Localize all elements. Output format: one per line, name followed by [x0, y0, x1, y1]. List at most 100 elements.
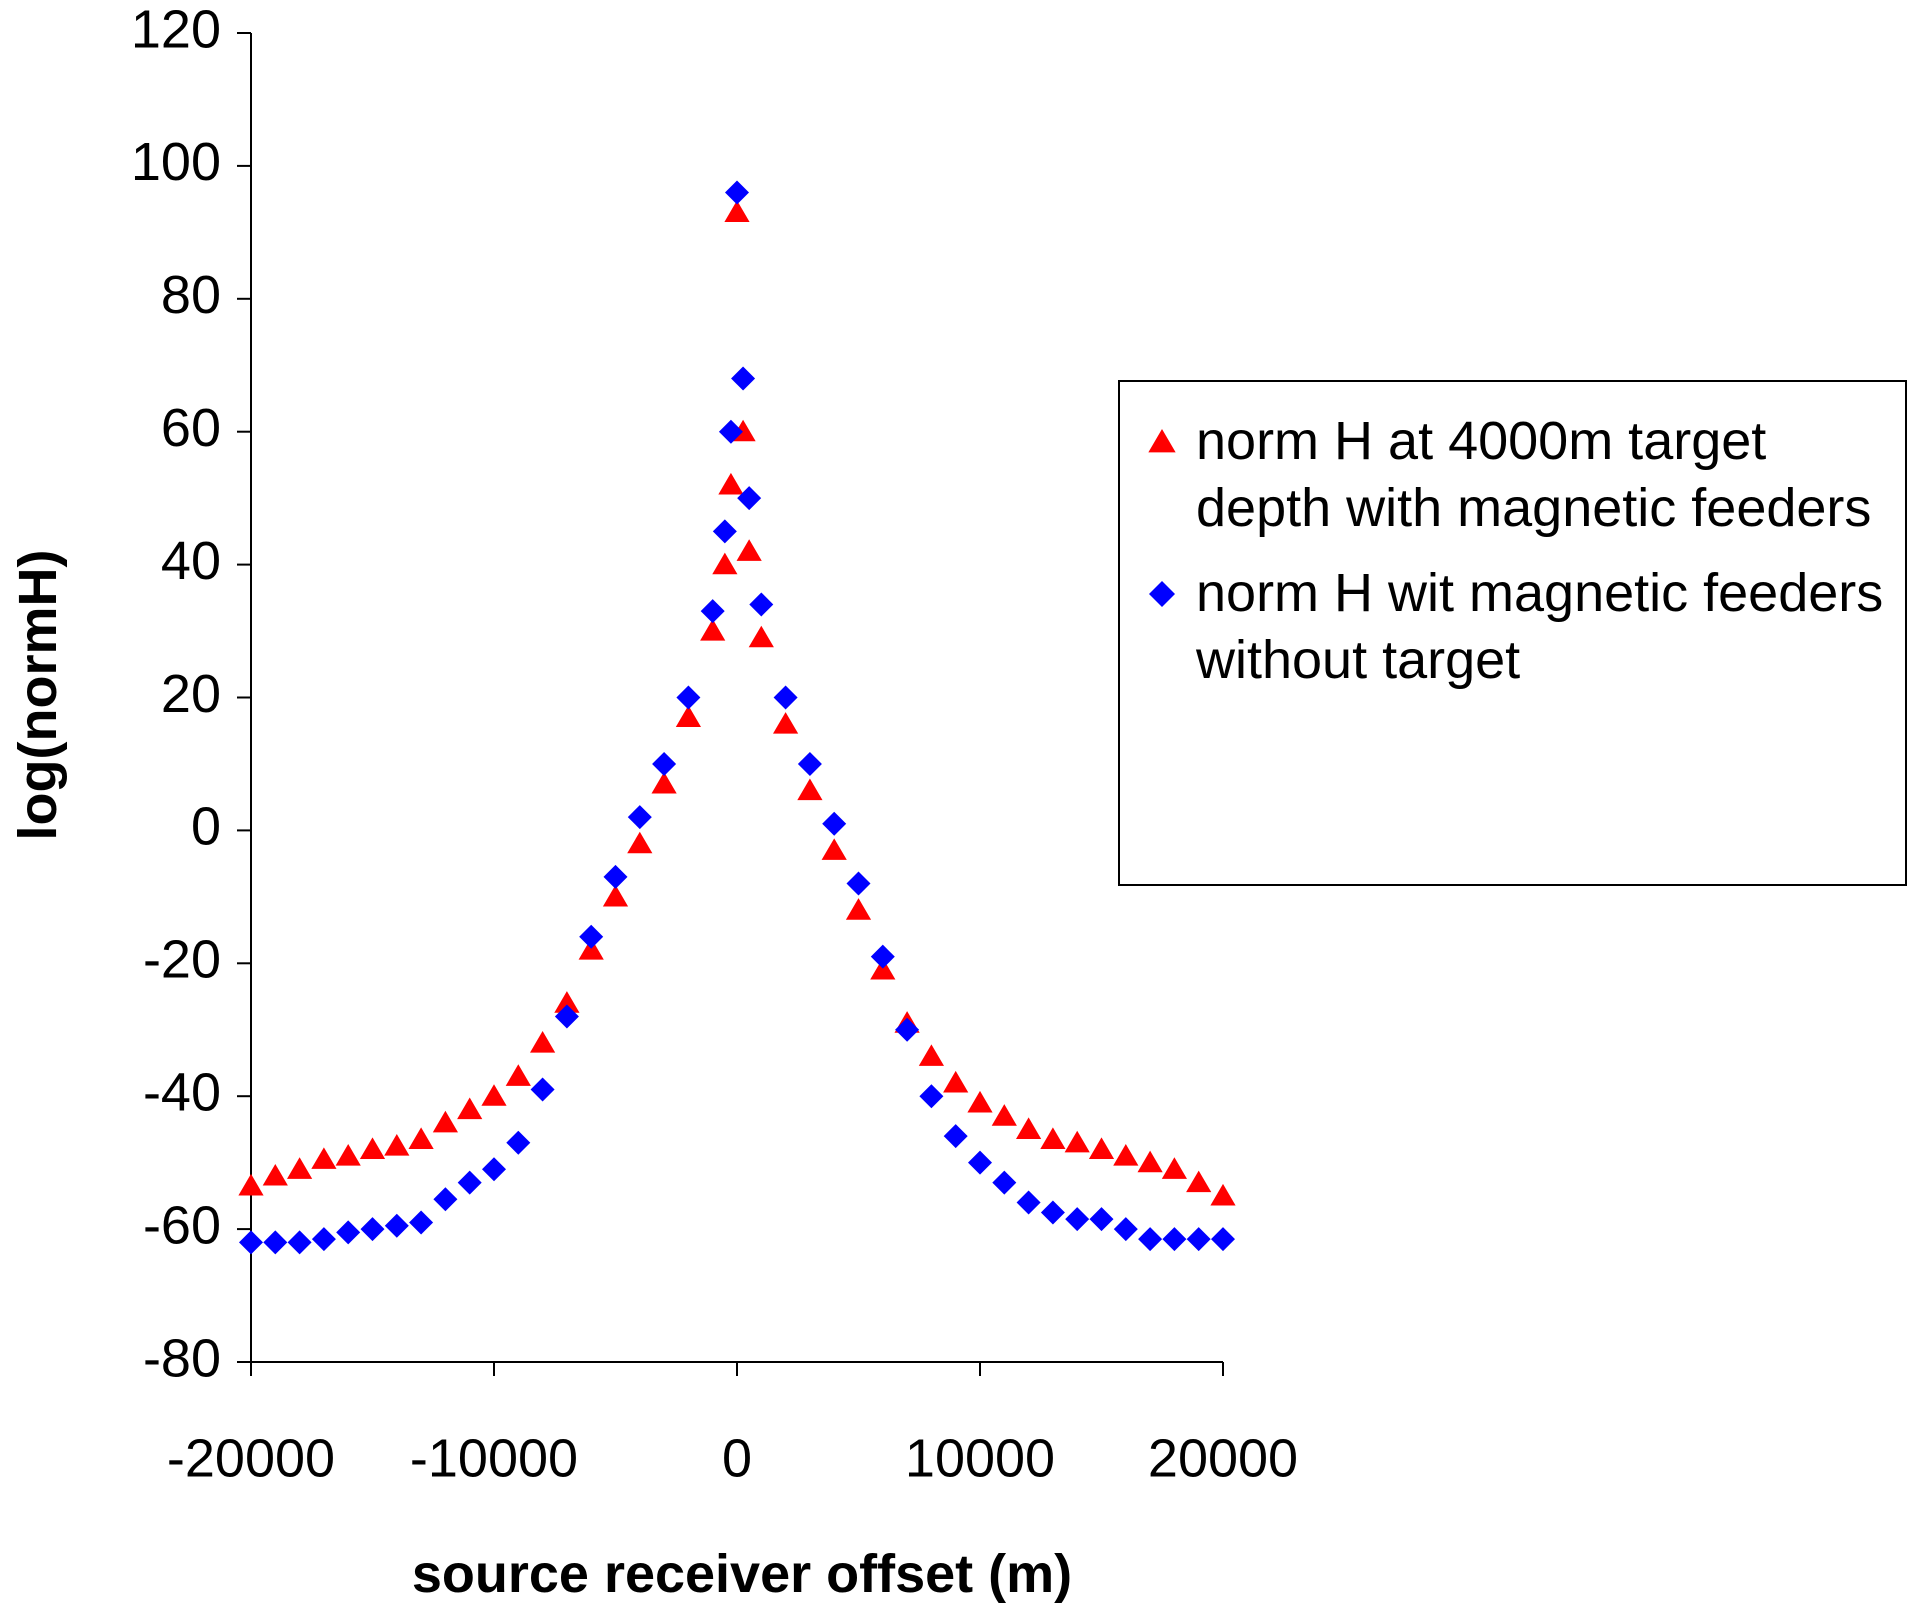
point	[737, 486, 762, 511]
point	[505, 1064, 531, 1086]
point	[651, 771, 677, 794]
x-axis-title: source receiver offset (m)	[412, 1544, 1072, 1604]
point	[1065, 1207, 1090, 1232]
legend-label: norm H at 4000m target depth with magnet…	[1196, 411, 1872, 538]
point	[992, 1170, 1017, 1195]
y-tick-label: 100	[131, 132, 221, 192]
point	[409, 1210, 434, 1235]
y-tick-label: 20	[161, 664, 221, 724]
point	[530, 1031, 556, 1053]
point	[287, 1230, 312, 1255]
y-tick-label: 80	[161, 265, 221, 325]
point	[676, 685, 701, 710]
x-tick-label: 10000	[905, 1428, 1055, 1488]
point	[731, 366, 756, 391]
point	[1186, 1227, 1211, 1252]
legend-marker	[1148, 429, 1176, 453]
point	[700, 599, 725, 624]
point	[712, 519, 737, 544]
point	[1186, 1170, 1212, 1193]
point	[718, 472, 744, 495]
point	[1138, 1227, 1163, 1252]
point	[967, 1090, 993, 1113]
point	[239, 1230, 263, 1255]
legend-label: norm H wit magnetic feeders without targ…	[1196, 563, 1884, 690]
point	[1162, 1227, 1187, 1252]
point	[724, 200, 750, 223]
point	[725, 180, 749, 205]
point	[822, 811, 847, 836]
y-tick-label: -60	[143, 1195, 221, 1255]
legend-marker	[1149, 581, 1175, 607]
point	[773, 712, 799, 734]
point	[736, 539, 762, 561]
point	[360, 1217, 385, 1242]
point	[602, 884, 629, 907]
y-tick-label: -80	[143, 1328, 221, 1388]
point	[652, 751, 677, 776]
legend: norm H at 4000m target depth with magnet…	[1118, 380, 1907, 886]
point	[748, 625, 774, 648]
point	[554, 1004, 579, 1029]
y-tick-label: 0	[191, 797, 221, 857]
point	[1089, 1207, 1114, 1232]
point	[918, 1044, 944, 1066]
point	[578, 938, 604, 960]
legend-icon	[1148, 429, 1176, 453]
point	[1161, 1157, 1187, 1179]
point	[311, 1227, 336, 1252]
point	[1016, 1190, 1041, 1215]
point	[1064, 1130, 1090, 1153]
y-tick-label: 60	[161, 398, 221, 458]
point	[895, 1017, 920, 1042]
point	[627, 805, 652, 830]
legend-icon	[1149, 581, 1175, 607]
point	[675, 705, 701, 728]
point	[1016, 1117, 1042, 1140]
legend-entry: norm H wit magnetic feeders without targ…	[1140, 560, 1895, 694]
x-tick-label: -20000	[167, 1428, 335, 1488]
y-axis-title: log(normH)	[8, 550, 68, 841]
point	[384, 1213, 409, 1238]
point	[287, 1157, 313, 1179]
point	[481, 1084, 507, 1106]
point	[712, 552, 738, 575]
point	[1040, 1127, 1066, 1149]
point	[943, 1070, 969, 1093]
point	[384, 1134, 410, 1156]
point	[311, 1147, 337, 1169]
point	[457, 1170, 482, 1195]
point	[359, 1137, 386, 1159]
point	[335, 1144, 361, 1166]
legend-entry: norm H at 4000m target depth with magnet…	[1140, 408, 1895, 542]
y-tick-label: 120	[131, 0, 221, 59]
point	[432, 1110, 458, 1133]
point	[238, 1173, 264, 1196]
point	[718, 419, 743, 444]
point	[336, 1220, 361, 1245]
point	[457, 1097, 483, 1120]
point	[846, 871, 871, 896]
point	[968, 1150, 992, 1175]
point	[433, 1187, 458, 1212]
point	[991, 1104, 1017, 1126]
point	[1113, 1217, 1138, 1242]
point	[797, 778, 823, 801]
point	[943, 1124, 968, 1149]
point	[506, 1130, 531, 1155]
point	[797, 751, 822, 776]
point	[870, 944, 895, 969]
point	[554, 991, 580, 1013]
point	[773, 685, 798, 710]
point	[1040, 1200, 1065, 1225]
point	[821, 838, 847, 860]
x-tick-label: -10000	[410, 1428, 578, 1488]
point	[845, 898, 872, 920]
point	[919, 1084, 944, 1109]
point	[1210, 1183, 1236, 1206]
point	[1113, 1144, 1139, 1166]
y-tick-label: -40	[143, 1062, 221, 1122]
point	[482, 1157, 506, 1182]
